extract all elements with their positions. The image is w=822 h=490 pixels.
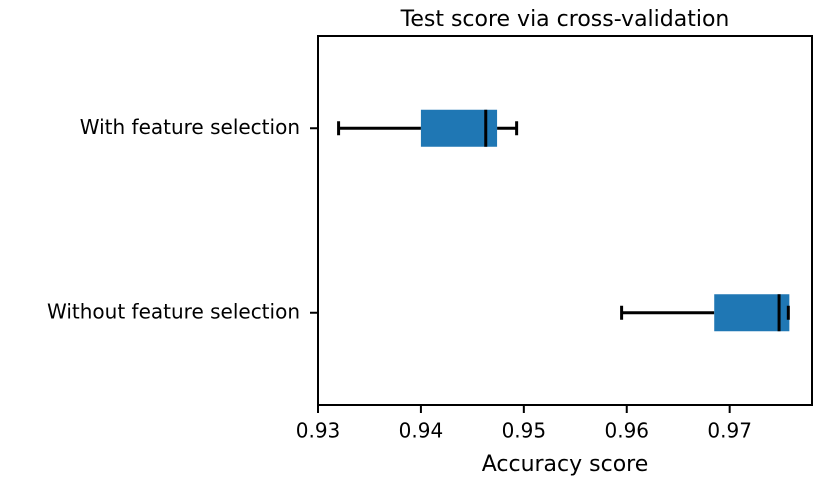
x-axis-label: Accuracy score — [482, 452, 649, 477]
x-tick-label: 0.97 — [707, 419, 752, 443]
plot-frame — [317, 35, 813, 406]
x-tick-label: 0.96 — [604, 419, 649, 443]
x-tick-label: 0.94 — [399, 419, 444, 443]
y-tick-label: With feature selection — [80, 115, 300, 139]
x-tick-label: 0.95 — [502, 419, 547, 443]
y-tick-label: Without feature selection — [47, 299, 300, 323]
x-tick-label: 0.93 — [296, 419, 341, 443]
chart-title: Test score via cross-validation — [400, 7, 730, 32]
box — [714, 294, 790, 332]
